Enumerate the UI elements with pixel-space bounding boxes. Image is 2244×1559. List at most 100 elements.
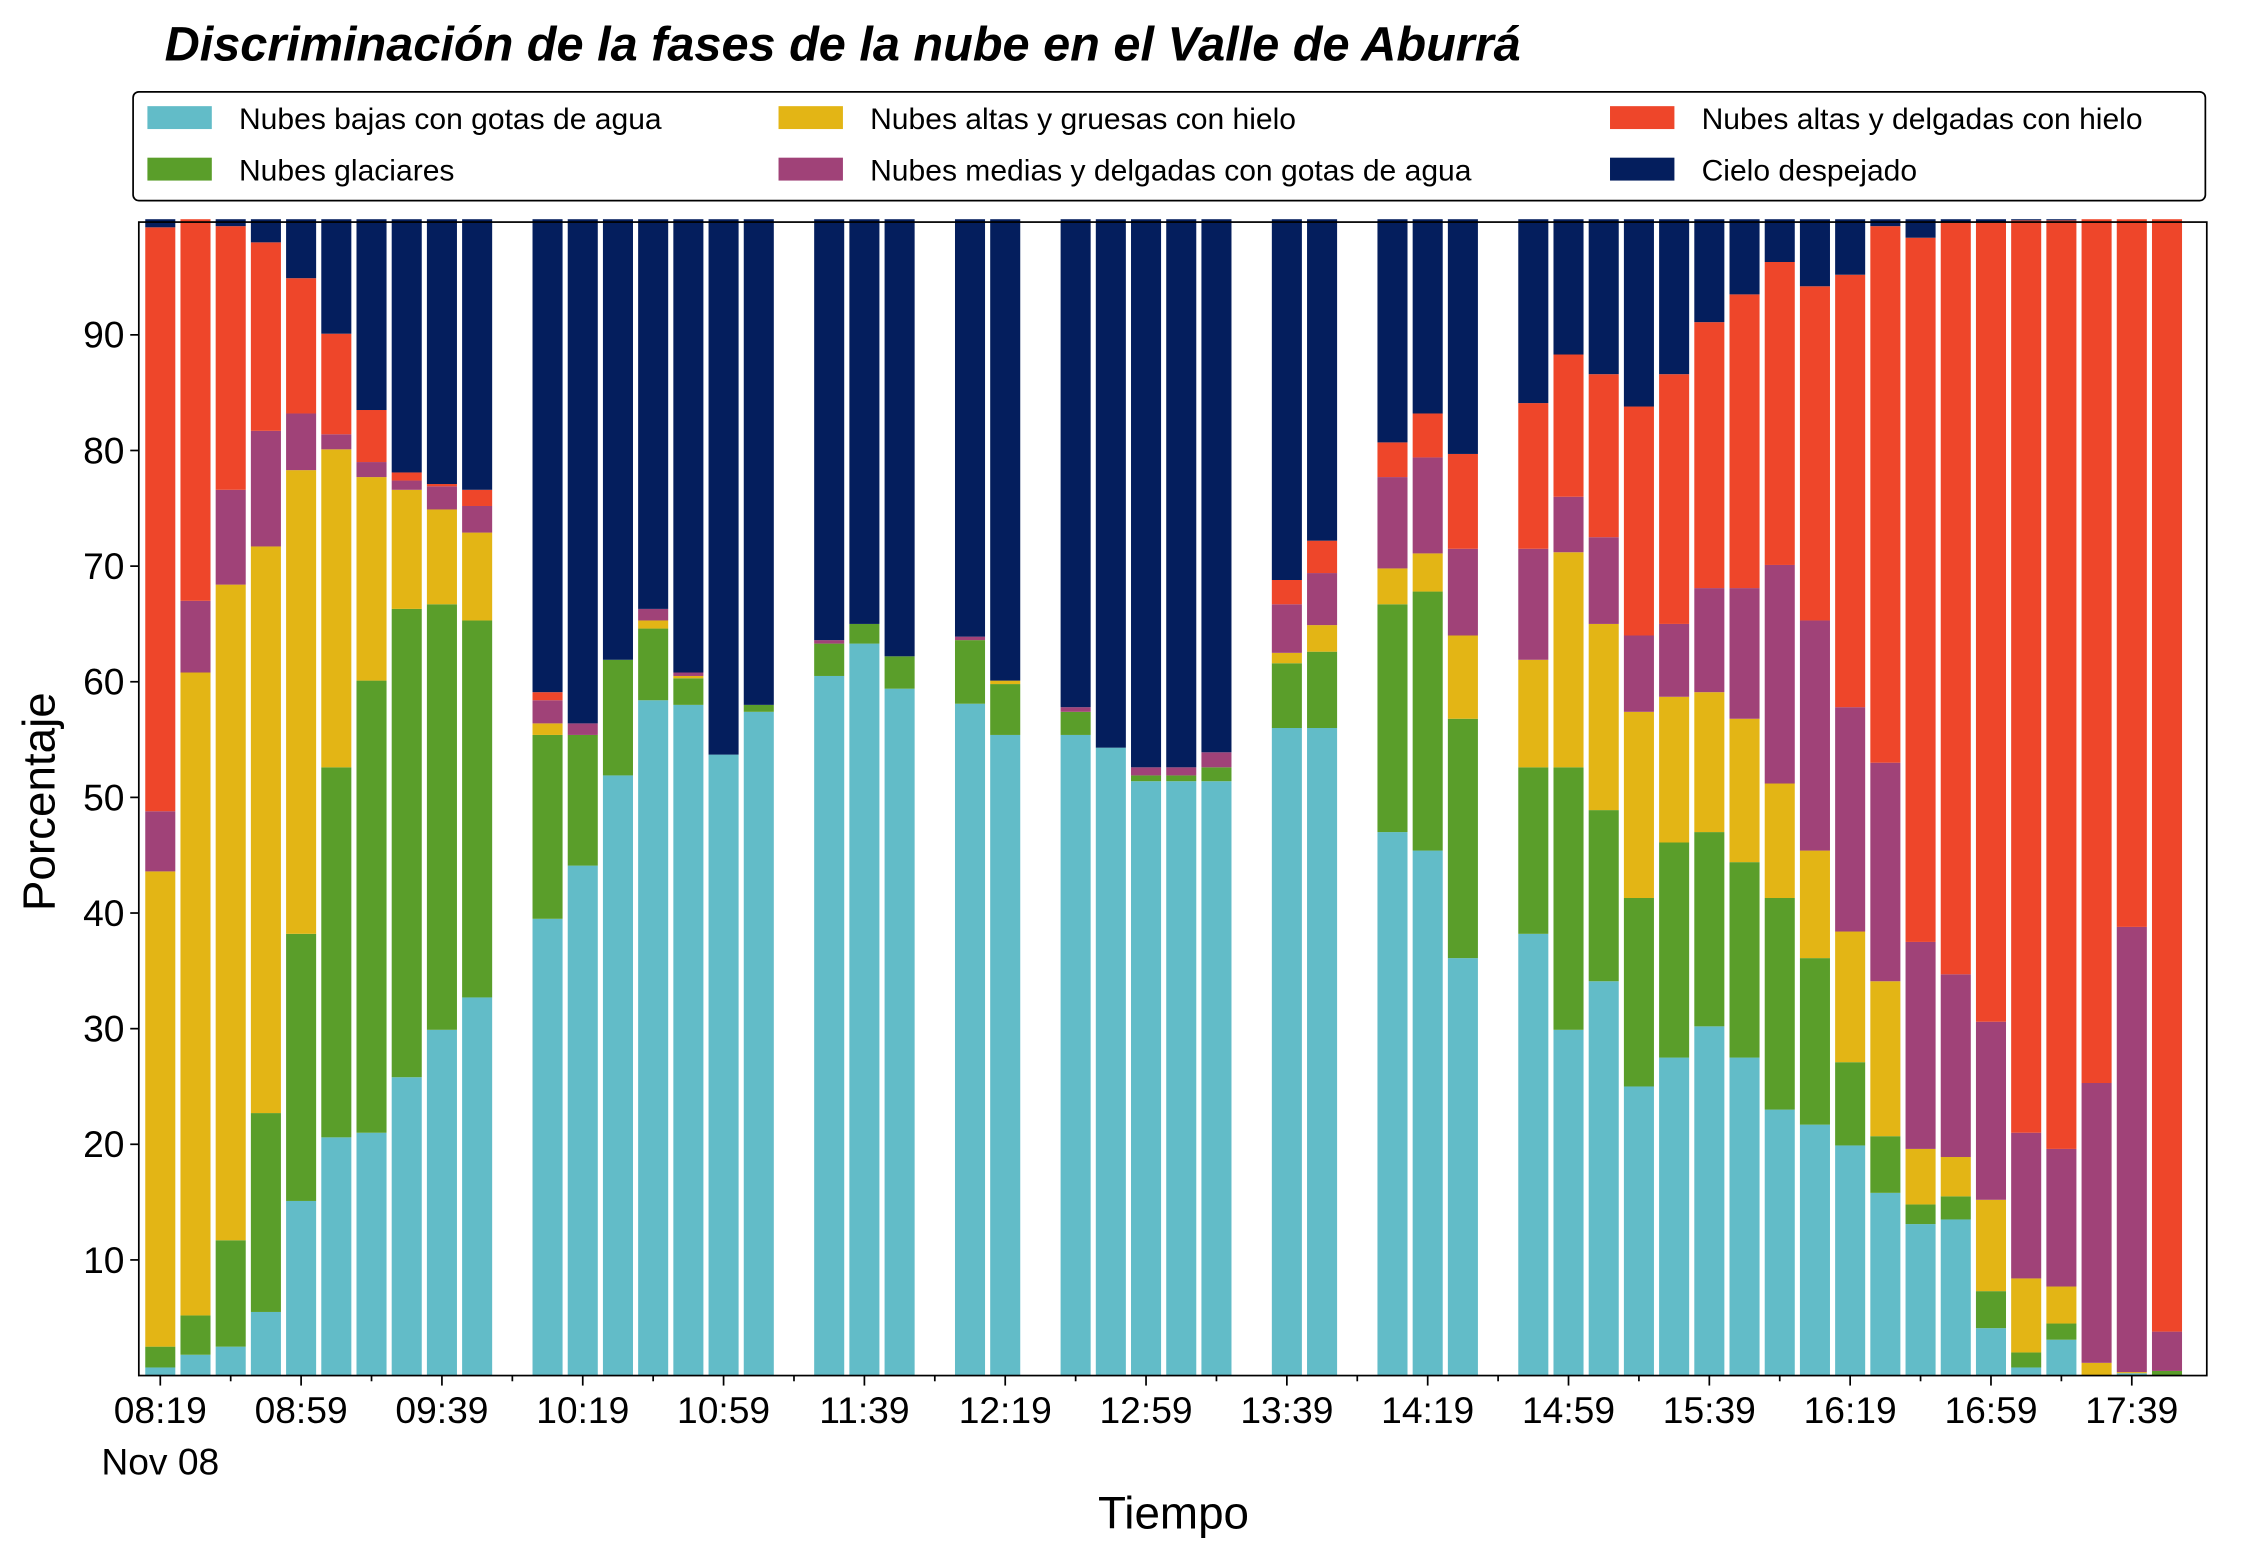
bar-segment [1905,237,1936,942]
bar-segment [321,333,352,435]
bar-segment [1588,810,1619,982]
bar-segment [1307,728,1338,1376]
bar-segment [673,672,704,676]
x-tick-label: 10:59 [677,1389,770,1431]
bar-segment [180,219,211,601]
bar-segment [884,656,915,689]
bar-segment [1975,1199,2007,1292]
bar-segment [1447,453,1478,549]
y-tick-label: 90 [83,314,124,356]
bar-segment [567,723,598,735]
bar-segment [1518,767,1549,934]
bar-segment [356,462,387,478]
y-tick-label: 40 [83,892,124,934]
bar-segment [1940,974,1971,1158]
bar-segment [356,680,387,1133]
bar-segment [1060,734,1091,1376]
bar-segment [1975,1328,2007,1376]
bar-segment [321,434,352,450]
bar-segment [356,410,387,463]
bar-segment [1447,635,1478,719]
bar-segment [638,700,669,1376]
bar-segment [1729,219,1760,295]
y-tick-label: 60 [83,661,124,703]
bar-segment [2151,1370,2183,1376]
bar-segment [1729,862,1760,1058]
bar-segment [1764,897,1795,1110]
bar-segment [2081,1362,2112,1376]
legend-swatch [147,106,212,130]
legend-label: Nubes altas y delgadas con hielo [1702,103,2143,136]
bar-segment [1870,1192,1901,1376]
bar-segment [1588,623,1619,811]
bar-segment [462,505,493,533]
bar-segment [1799,958,1830,1125]
bar-segment [1905,941,1936,1149]
bar-segment [673,704,704,1376]
bar-segment [1799,286,1830,621]
bar-segment [215,489,246,585]
x-tick-label: 12:19 [959,1389,1052,1431]
bar-segment [602,219,633,660]
x-tick-label: 08:19 [114,1389,207,1431]
bar-segment [250,1113,281,1312]
bar-segment [145,219,176,228]
bar-segment [1694,322,1725,589]
x-tick-label: 09:39 [395,1389,488,1431]
bar-segment [1271,579,1302,605]
bar-segment [638,620,669,629]
bar-segment [1905,219,1936,238]
bar-segment [286,413,317,471]
bar-segment [954,703,986,1376]
bar-segment [462,532,493,621]
bar-segment [673,675,704,679]
legend-box [132,90,2207,202]
bar-segment [1307,651,1338,729]
bar-segment [1060,707,1091,712]
bar-segment [1764,783,1795,898]
bar-segment [1870,981,1901,1137]
bar-segment [1131,775,1162,782]
bar-segment [849,219,880,624]
bar-segment [215,584,246,1241]
bar-segment [990,219,1021,681]
x-tick-label: 13:39 [1240,1389,1333,1431]
bar-segment [2011,1132,2042,1279]
bar-segment [567,734,598,866]
bar-segment [708,754,739,1376]
bar-segment [954,219,986,637]
bar-segment [321,449,352,768]
bar-segment [1659,219,1690,375]
bar-segment [1694,1026,1725,1376]
bar-segment [1975,222,2007,1022]
bar-segment [1412,457,1443,554]
legend-swatch [147,157,212,181]
bar-segment [1870,1136,1901,1193]
bar-segment [1623,406,1654,636]
y-tick-label: 10 [83,1239,124,1281]
legend-label: Cielo despejado [1702,155,1917,188]
bar-segment [532,692,563,701]
bar-segment [1553,219,1584,355]
bar-segment [990,734,1021,1376]
bar-segment [1447,548,1478,636]
chart-title: Discriminación de la fases de la nube en… [165,17,1521,71]
bar-segment [1940,1196,1971,1220]
bar-segment [1166,219,1197,768]
bar-segment [286,219,317,279]
legend-label: Nubes altas y gruesas con hielo [870,103,1296,136]
legend-swatch [778,157,843,181]
bar-segment [1729,718,1760,863]
bar-segment [145,1367,176,1376]
bar-segment [1131,781,1162,1376]
bar-segment [1764,262,1795,565]
bar-segment [743,219,774,705]
bar-segment [1940,1157,1971,1197]
bar-segment [426,509,457,605]
bar-segment [1799,620,1830,851]
bar-segment [1271,728,1302,1376]
bar-segment [532,734,563,919]
bar-segment [2046,1148,2077,1287]
